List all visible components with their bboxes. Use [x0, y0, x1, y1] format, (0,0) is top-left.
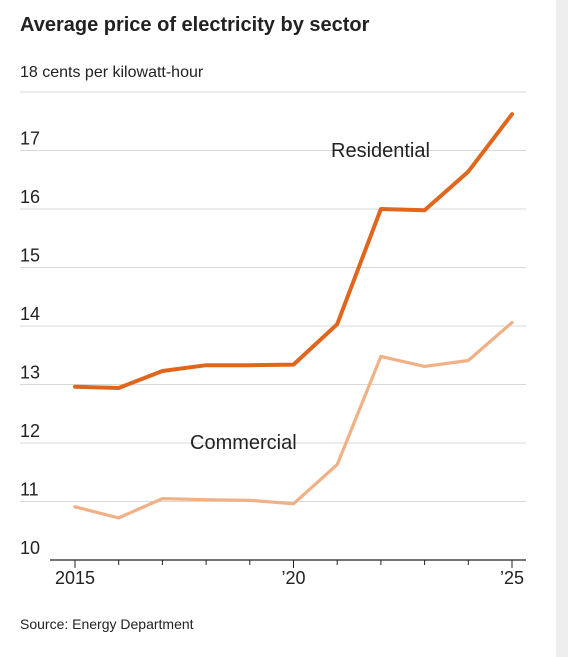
series-lines [73, 112, 514, 520]
series-label-residential: Residential [331, 140, 430, 162]
y-axis-unit-label: 18 cents per kilowatt-hour [20, 64, 204, 81]
gridlines [20, 91, 526, 502]
x-tick-label-2025: ’25 [500, 568, 524, 588]
y-tick-labels: 10 11 12 13 14 15 16 17 [20, 129, 40, 559]
line-chart: 10 11 12 13 14 15 16 17 2015 ’20 ’25 Residential C… [20, 91, 526, 588]
y-tick-label-11: 11 [20, 480, 39, 500]
series-line-residential [73, 112, 514, 390]
y-tick-label-12: 12 [20, 421, 40, 441]
x-axis [50, 559, 526, 568]
chart-title: Average price of electricity by sector [20, 14, 370, 36]
y-tick-label-14: 14 [20, 304, 40, 324]
series-line-commercial [73, 320, 514, 520]
y-tick-label-15: 15 [20, 246, 40, 266]
series-label-commercial: Commercial [190, 432, 297, 454]
series-labels: Residential Commercial [190, 140, 430, 454]
x-tick-label-2020: ’20 [281, 568, 305, 588]
y-tick-label-13: 13 [20, 363, 40, 383]
y-tick-label-10: 10 [20, 538, 40, 558]
y-tick-label-16: 16 [20, 187, 40, 207]
x-tick-labels: 2015 ’20 ’25 [55, 568, 524, 588]
x-tick-label-2015: 2015 [55, 568, 95, 588]
page-edge-strip [556, 0, 568, 657]
source-note: Source: Energy Department [20, 616, 194, 632]
y-tick-label-17: 17 [20, 129, 40, 149]
